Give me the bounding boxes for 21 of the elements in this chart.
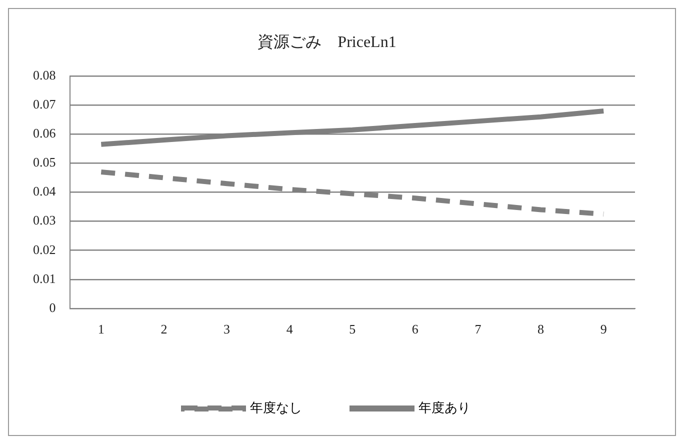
x-tick-label: 3: [224, 322, 230, 337]
x-tick-label: 9: [600, 322, 607, 337]
x-tick-label: 8: [538, 322, 544, 337]
y-tick-label: 0.05: [33, 154, 56, 170]
chart-title: 資源ごみ PriceLn1: [258, 34, 396, 51]
x-tick-label: 1: [98, 322, 104, 337]
legend-label: 年度あり: [418, 400, 470, 415]
x-tick-label: 6: [412, 322, 419, 337]
x-tick-label: 2: [160, 322, 168, 337]
y-tick-label: 0: [49, 300, 56, 315]
y-tick-label: 0.06: [33, 126, 56, 141]
x-tick-label: 7: [474, 322, 482, 337]
x-tick-label: 4: [286, 322, 294, 337]
y-tick-label: 0.07: [33, 96, 56, 112]
y-tick-label: 0.08: [33, 68, 56, 83]
y-tick-label: 0.04: [33, 184, 56, 199]
y-tick-label: 0.02: [33, 242, 56, 257]
y-tick-label: 0.01: [33, 270, 56, 286]
y-tick-label: 0.03: [33, 212, 56, 228]
x-tick-label: 5: [349, 322, 356, 337]
legend-label: 年度なし: [250, 400, 302, 415]
